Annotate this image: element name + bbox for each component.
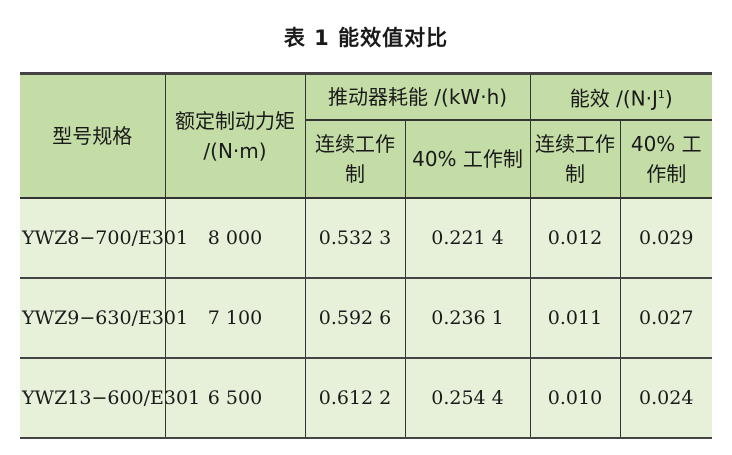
cell-energy-cont: 0.532 3: [304, 197, 406, 279]
header-torque: 额定制动力矩 /(N·m): [164, 72, 306, 199]
header-energy-continuous: 连续工作制: [305, 119, 406, 199]
header-model: 型号规格: [20, 72, 166, 199]
cell-energy-40: 0.236 1: [404, 277, 531, 359]
header-efficiency: 能效 /(N·J1): [529, 72, 712, 121]
efficiency-table: 型号规格 额定制动力矩 /(N·m) 推动器耗能 /(kW·h) 能效 /(N·…: [20, 72, 712, 439]
cell-energy-40: 0.254 4: [404, 357, 531, 439]
cell-torque: 6 500: [164, 357, 306, 439]
cell-model: YWZ8−700/E301: [20, 197, 188, 279]
cell-eff-cont: 0.010: [529, 357, 621, 439]
cell-model: YWZ13−600/E301: [20, 357, 200, 439]
cell-torque: 8 000: [164, 197, 306, 279]
header-energy: 推动器耗能 /(kW·h): [304, 72, 531, 121]
cell-eff-40: 0.024: [619, 357, 712, 439]
table-row: YWZ13−600/E301 6 500 0.612 2 0.254 4 0.010 0.…: [20, 357, 712, 439]
cell-eff-cont: 0.012: [529, 197, 621, 279]
cell-eff-40: 0.029: [619, 197, 712, 279]
header-energy-40: 40% 工作制: [404, 119, 531, 199]
table-row: YWZ9−630/E301 7 100 0.592 6 0.236 1 0.011 0.0…: [20, 277, 712, 359]
table-row: YWZ8−700/E301 8 000 0.532 3 0.221 4 0.012 0.0…: [20, 197, 712, 279]
cell-torque: 7 100: [164, 277, 306, 359]
cell-model: YWZ9−630/E301: [20, 277, 188, 359]
cell-energy-cont: 0.612 2: [304, 357, 406, 439]
cell-eff-cont: 0.011: [529, 277, 621, 359]
cell-eff-40: 0.027: [619, 277, 712, 359]
cell-energy-40: 0.221 4: [404, 197, 531, 279]
header-eff-continuous: 连续工作制: [529, 119, 621, 199]
header-eff-40: 40% 工作制: [619, 119, 712, 199]
table-title: 表 1 能效值对比: [283, 26, 449, 50]
cell-energy-cont: 0.592 6: [304, 277, 406, 359]
